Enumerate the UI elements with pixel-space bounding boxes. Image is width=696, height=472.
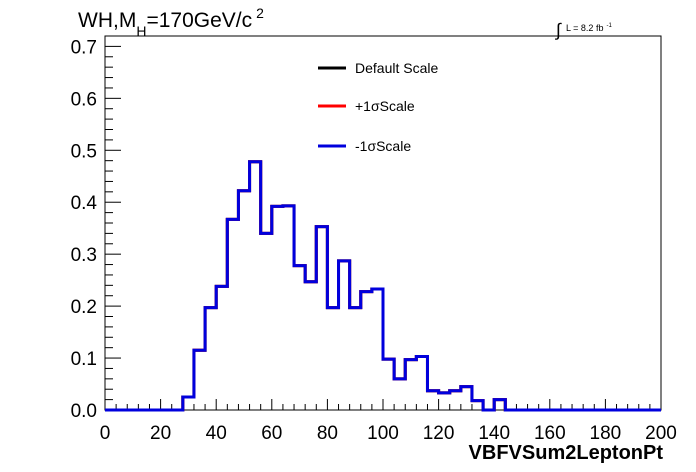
- title-value: =170GeV/c: [146, 9, 252, 32]
- x-tick-label: 0: [100, 423, 111, 444]
- y-tick-label: 0.1: [71, 349, 97, 370]
- x-tick-label: 160: [534, 423, 566, 444]
- y-tick-label: 0.7: [71, 37, 97, 58]
- legend-label-plus1sigma: +1σScale: [355, 98, 415, 114]
- title-main: WH,M: [78, 9, 136, 32]
- legend-label-minus1sigma: -1σScale: [355, 138, 411, 154]
- x-tick-label: 180: [590, 423, 622, 444]
- y-tick-label: 0.2: [71, 297, 97, 318]
- series-minus1sigma-scale: [105, 160, 661, 412]
- lumi-superscript: -1: [606, 23, 612, 29]
- series-layer: [105, 160, 661, 412]
- y-axis-ticks: 0.0 0.1 0.2 0.3 0.4 0.5 0.6 0.7: [71, 35, 121, 422]
- x-tick-label: 120: [423, 423, 455, 444]
- y-tick-label: 0.6: [71, 89, 97, 110]
- y-tick-label: 0.4: [71, 193, 98, 214]
- chart-title: WH,MH=170GeV/c 2: [78, 5, 264, 39]
- x-axis-ticks: 0 20 40 60 80 100 120 140 160 180 200: [100, 399, 677, 444]
- x-tick-label: 80: [317, 423, 338, 444]
- y-tick-label: 0.5: [71, 141, 97, 162]
- y-tick-label: 0.3: [71, 245, 97, 266]
- x-axis-label: VBFVSum2LeptonPt: [469, 442, 664, 464]
- x-tick-label: 40: [206, 423, 227, 444]
- lumi-label: L = 8.2 fb -1: [566, 23, 612, 33]
- x-tick-label: 20: [150, 423, 171, 444]
- x-tick-label: 100: [367, 423, 399, 444]
- lumi-integral-symbol: ∫: [554, 20, 562, 40]
- x-tick-label: 140: [478, 423, 510, 444]
- y-tick-label: 0.0: [71, 401, 97, 422]
- title-subscript: H: [136, 23, 146, 39]
- x-tick-label: 60: [261, 423, 282, 444]
- x-tick-label: 200: [645, 423, 677, 444]
- lumi-text: L = 8.2 fb: [566, 23, 603, 33]
- title-superscript: 2: [256, 5, 264, 21]
- legend-label-default: Default Scale: [355, 60, 438, 76]
- legend: Default Scale +1σScale -1σScale: [318, 60, 438, 154]
